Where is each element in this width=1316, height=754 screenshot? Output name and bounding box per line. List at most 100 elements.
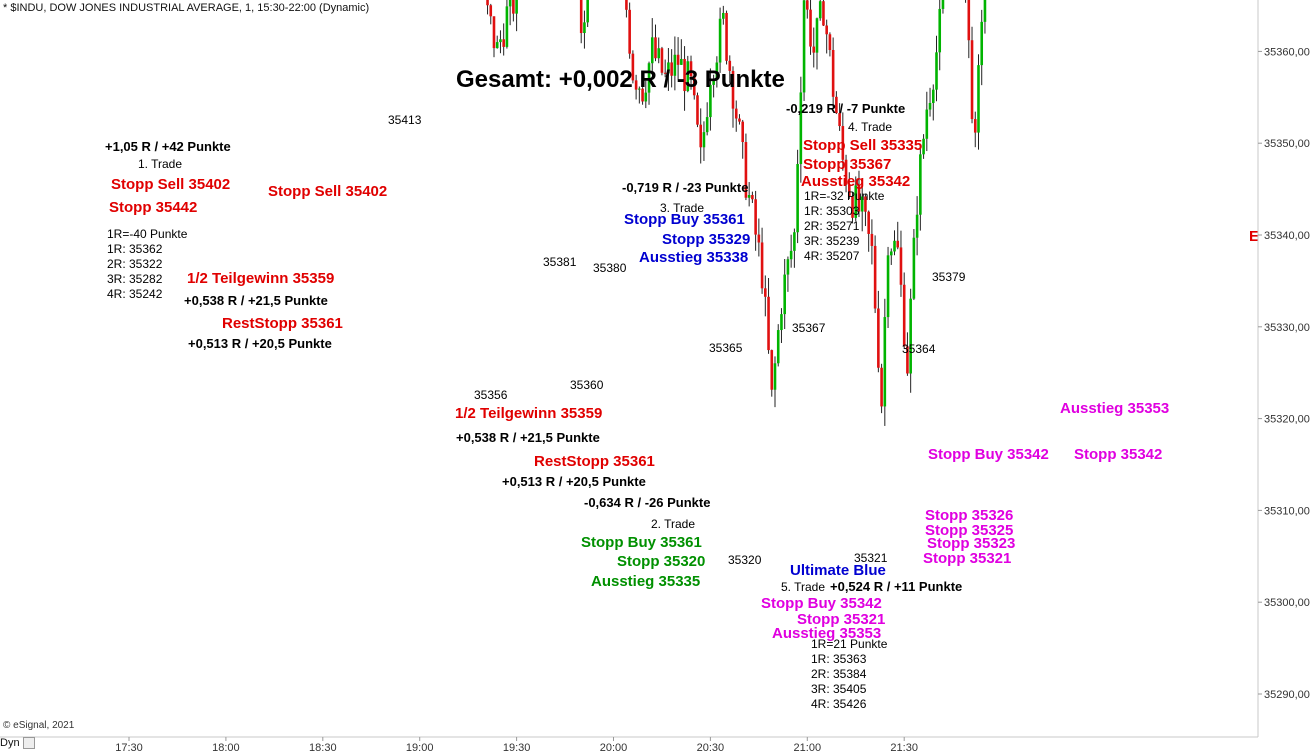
annotation-label: 1R=-32 Punkte bbox=[804, 189, 885, 203]
candle bbox=[579, 0, 583, 44]
candle bbox=[515, 0, 518, 32]
candle-body-down bbox=[628, 9, 631, 54]
candle-body-up bbox=[854, 185, 858, 218]
candle-body-down bbox=[770, 350, 774, 390]
candle bbox=[767, 278, 770, 354]
annotation-label: Ultimate Blue bbox=[790, 562, 886, 579]
candle bbox=[864, 194, 867, 227]
candle-body-down bbox=[744, 142, 748, 198]
candle bbox=[806, 0, 809, 19]
candle bbox=[970, 26, 974, 124]
candle-body-down bbox=[831, 49, 835, 97]
candle bbox=[786, 256, 790, 292]
annotation-label: 35364 bbox=[902, 342, 936, 356]
annotation-label: +0,513 R / +20,5 Punkte bbox=[502, 474, 646, 489]
candle bbox=[715, 56, 719, 88]
candle-body-down bbox=[896, 240, 900, 248]
annotation-label: RestStopp 35361 bbox=[222, 315, 343, 332]
candle bbox=[670, 49, 673, 88]
annotation-label: +0,513 R / +20,5 Punkte bbox=[188, 336, 332, 351]
candle bbox=[902, 272, 906, 350]
candle-body-up bbox=[799, 92, 803, 165]
candle bbox=[780, 308, 783, 344]
candle-body-up bbox=[925, 109, 929, 139]
annotation-label: 35367 bbox=[792, 321, 826, 335]
candle bbox=[625, 0, 628, 18]
candle-body-down bbox=[625, 0, 628, 10]
candle-body-up bbox=[815, 18, 819, 53]
candle-body-down bbox=[641, 88, 644, 102]
candle-body-up bbox=[883, 317, 887, 407]
candle-body-down bbox=[851, 196, 854, 218]
candle bbox=[857, 170, 861, 218]
annotation-label: 1R: 35303 bbox=[804, 204, 860, 218]
annotation-label: 4R: 35207 bbox=[804, 249, 860, 263]
annotation-label: Stopp Sell 35402 bbox=[111, 176, 230, 193]
annotation-label: 1R: 35362 bbox=[107, 242, 163, 256]
candle-body-up bbox=[977, 65, 980, 133]
x-tick-label: 18:30 bbox=[309, 742, 337, 754]
candle-body-up bbox=[780, 314, 783, 331]
candle bbox=[725, 10, 728, 65]
candle bbox=[667, 48, 670, 91]
candle-body-down bbox=[806, 0, 809, 10]
annotation-label: +0,538 R / +21,5 Punkte bbox=[184, 293, 328, 308]
dyn-label[interactable]: Dyn bbox=[0, 737, 35, 750]
chart-title: * $INDU, DOW JONES INDUSTRIAL AVERAGE, 1… bbox=[3, 2, 370, 14]
y-axis: 35290,00 35300,00 35310,00 35320,00 35330,00… bbox=[1257, 0, 1310, 737]
candle bbox=[657, 37, 661, 64]
candle bbox=[773, 356, 777, 408]
scroll-left-icon[interactable] bbox=[22, 737, 35, 750]
candle bbox=[851, 191, 854, 224]
candle-body-up bbox=[980, 21, 984, 66]
candle-body-down bbox=[660, 48, 664, 73]
candle-body-up bbox=[915, 214, 919, 238]
y-tick-label: 35350,00 bbox=[1264, 138, 1310, 150]
candle-body-up bbox=[983, 0, 987, 22]
candle-body-down bbox=[857, 185, 861, 212]
candle bbox=[492, 16, 496, 58]
annotation-label: 1R: 35363 bbox=[811, 652, 867, 666]
candle bbox=[683, 46, 686, 111]
candle-body-down bbox=[486, 0, 489, 6]
candle-body-up bbox=[912, 237, 916, 299]
annotation-label: Stopp Buy 35342 bbox=[761, 595, 882, 612]
candle-body-down bbox=[728, 60, 732, 71]
candle bbox=[738, 114, 741, 125]
candle-body-down bbox=[731, 70, 735, 109]
annotation-label: 35380 bbox=[593, 261, 627, 275]
candle-body-down bbox=[754, 199, 757, 235]
candle bbox=[583, 10, 586, 49]
annotation-label: Stopp 35342 bbox=[1074, 446, 1162, 463]
candle-body-down bbox=[825, 25, 828, 35]
candle bbox=[889, 248, 893, 265]
candle bbox=[722, 5, 725, 25]
candle bbox=[822, 0, 825, 27]
candles-layer bbox=[486, 0, 987, 426]
y-tick-label: 35290,00 bbox=[1264, 689, 1310, 701]
candle bbox=[508, 0, 512, 26]
candle bbox=[499, 30, 502, 54]
annotation-label: Stopp 35326 bbox=[925, 507, 1013, 524]
candle bbox=[650, 18, 654, 72]
candle-body-down bbox=[738, 118, 741, 122]
candle bbox=[799, 76, 803, 183]
annotation-label: Stopp 35321 bbox=[797, 611, 885, 628]
annotation-label: Stopp 35367 bbox=[803, 156, 891, 173]
candle bbox=[883, 298, 887, 426]
candle-body-down bbox=[812, 46, 816, 53]
annotation-label: Ausstieg 35338 bbox=[639, 249, 748, 266]
annotation-label: 35413 bbox=[388, 113, 422, 127]
candle-body-down bbox=[751, 195, 754, 200]
candle-body-down bbox=[838, 113, 841, 127]
y-tick-label: 35330,00 bbox=[1264, 322, 1310, 334]
candle bbox=[638, 86, 641, 104]
annotation-label: 35379 bbox=[932, 270, 966, 284]
annotation-label: 35360 bbox=[570, 378, 604, 392]
candle bbox=[980, 9, 984, 86]
candle bbox=[760, 227, 764, 294]
candle-body-down bbox=[512, 0, 515, 14]
candle bbox=[967, 0, 971, 59]
annotation-label: 35321 bbox=[854, 551, 888, 565]
